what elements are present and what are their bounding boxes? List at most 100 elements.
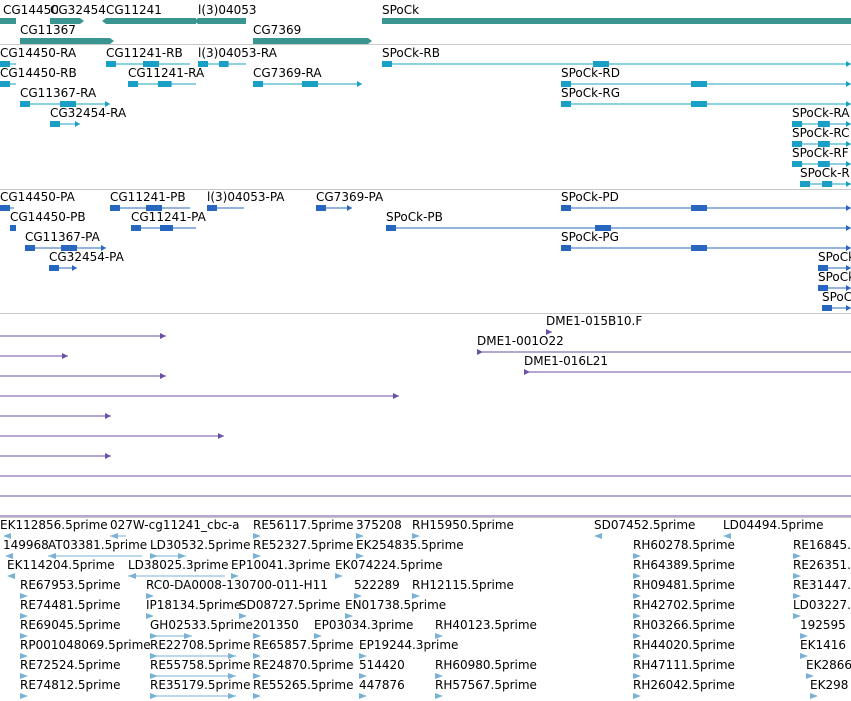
protein-feature[interactable]: SPoCk-PG	[561, 230, 851, 252]
est-feature[interactable]: RH09481.5prime	[633, 578, 735, 600]
protein-feature[interactable]: CG11241-PA	[131, 210, 206, 232]
transcript-feature[interactable]: SPoCk-RD	[561, 66, 851, 88]
est-feature[interactable]: RE52327.5prime	[253, 538, 354, 560]
transcript-feature[interactable]: CG7369-RA	[253, 66, 362, 88]
est-feature[interactable]: RH64389.5prime	[633, 558, 735, 580]
est-feature[interactable]: 375208	[356, 518, 402, 540]
clone-feature[interactable]: DME1-016L21	[524, 354, 851, 376]
clone-feature[interactable]	[0, 438, 111, 460]
est-feature[interactable]: RE24870.5prime	[253, 658, 354, 680]
est-feature[interactable]: EP19244.3prime	[359, 638, 458, 660]
transcript-feature[interactable]: CG14450-RA	[0, 46, 76, 68]
transcript-feature[interactable]: CG11367-RA	[20, 86, 110, 108]
gene-feature[interactable]: CG7369	[253, 23, 372, 45]
transcript-feature[interactable]: CG11241-RB	[106, 46, 190, 68]
est-feature[interactable]: RE16845.	[793, 538, 851, 560]
est-feature[interactable]: RP001048069.5prime	[20, 638, 151, 660]
est-feature[interactable]: EK114204.5prime	[7, 558, 115, 580]
protein-feature[interactable]: CG11367-PA	[25, 230, 106, 252]
est-feature[interactable]: RE56117.5prime	[253, 518, 354, 540]
est-feature[interactable]: LD38025.3prime	[128, 558, 229, 580]
protein-feature[interactable]: CG11241-PB	[110, 190, 190, 212]
est-feature[interactable]: EK298	[810, 678, 848, 700]
est-feature[interactable]: LD30532.5prime	[150, 538, 251, 560]
est-feature[interactable]: 027W-cg11241_cbc-a	[110, 518, 240, 540]
est-feature[interactable]: RE74481.5prime	[20, 598, 121, 620]
clone-feature[interactable]	[0, 498, 851, 520]
protein-feature[interactable]: SPoCk	[822, 290, 851, 312]
est-feature[interactable]: EK254835.5prime	[356, 538, 464, 560]
protein-feature[interactable]: l(3)04053-PA	[207, 190, 285, 212]
transcript-feature[interactable]: l(3)04053-RA	[198, 46, 277, 68]
transcript-feature[interactable]: CG11241-RA	[128, 66, 204, 88]
est-feature[interactable]: EK112856.5prime	[0, 518, 108, 540]
est-feature[interactable]: IP18134.5prime	[146, 598, 241, 620]
est-feature[interactable]: RH12115.5prime	[412, 578, 514, 600]
est-feature[interactable]: RH03266.5prime	[633, 618, 735, 640]
est-feature[interactable]: RH47111.5prime	[633, 658, 735, 680]
est-feature[interactable]: RE26351.	[793, 558, 851, 580]
est-feature[interactable]: RE31447.	[793, 578, 851, 600]
est-feature[interactable]: EP03034.3prime	[314, 618, 413, 640]
clone-feature[interactable]	[0, 418, 224, 440]
clone-feature[interactable]	[0, 338, 68, 360]
est-feature[interactable]: RE55758.5prime	[150, 658, 251, 680]
protein-feature[interactable]: CG32454-PA	[49, 250, 124, 272]
clone-feature[interactable]	[0, 358, 166, 380]
est-feature[interactable]: RE65857.5prime	[253, 638, 354, 660]
est-feature[interactable]: RE74812.5prime	[20, 678, 121, 700]
clone-feature[interactable]	[0, 458, 851, 480]
est-feature[interactable]: EK2866	[806, 658, 851, 680]
est-feature[interactable]: 192595	[800, 618, 846, 640]
transcript-feature[interactable]: SPoCk-R	[800, 166, 851, 188]
protein-feature[interactable]: CG14450-PB	[10, 210, 86, 232]
protein-feature[interactable]: SPoCk	[818, 270, 851, 292]
clone-feature[interactable]	[0, 398, 111, 420]
est-feature[interactable]: RH60980.5prime	[435, 658, 537, 680]
est-feature[interactable]: 447876	[359, 678, 405, 700]
protein-feature[interactable]: CG7369-PA	[316, 190, 383, 212]
protein-feature[interactable]: CG14450-PA	[0, 190, 75, 212]
transcript-feature[interactable]: SPoCk-RF	[792, 146, 851, 168]
est-feature[interactable]: 201350	[253, 618, 299, 640]
est-feature[interactable]: RE22708.5prime	[150, 638, 251, 660]
clone-feature[interactable]	[0, 378, 399, 400]
est-feature[interactable]: RE35179.5prime	[150, 678, 251, 700]
gene-feature[interactable]: SPoCk	[382, 3, 851, 25]
gene-feature[interactable]: CG14450	[0, 3, 59, 25]
transcript-feature[interactable]: SPoCk-RB	[382, 46, 851, 68]
est-feature[interactable]: RH26042.5prime	[633, 678, 735, 700]
clone-feature[interactable]	[0, 318, 166, 340]
est-feature[interactable]: LD03227.	[793, 598, 851, 620]
est-feature[interactable]: EK074224.5prime	[335, 558, 443, 580]
est-feature[interactable]: SD07452.5prime	[594, 518, 695, 540]
transcript-feature[interactable]: CG14450-RB	[0, 66, 77, 88]
est-feature[interactable]: RH15950.5prime	[412, 518, 514, 540]
clone-feature[interactable]: DME1-015B10.F	[546, 314, 642, 336]
gene-feature[interactable]: CG11241	[102, 3, 196, 25]
est-feature[interactable]: RE72524.5prime	[20, 658, 121, 680]
est-feature[interactable]: RH60278.5prime	[633, 538, 735, 560]
gene-feature[interactable]: CG11367	[20, 23, 114, 45]
est-feature[interactable]: RC0-DA0008-130700-011-H11	[146, 578, 328, 600]
est-feature[interactable]: SD08727.5prime	[239, 598, 340, 620]
est-feature[interactable]: LD04494.5prime	[723, 518, 824, 540]
transcript-feature[interactable]: SPoCk-RA	[792, 106, 851, 128]
est-feature[interactable]: 149968	[3, 538, 49, 560]
clone-feature[interactable]	[0, 478, 851, 500]
est-feature[interactable]: EN01738.5prime	[345, 598, 446, 620]
gene-feature[interactable]: CG32454	[50, 3, 106, 25]
est-feature[interactable]: RH42702.5prime	[633, 598, 735, 620]
est-feature[interactable]: RH40123.5prime	[435, 618, 537, 640]
est-feature[interactable]: 522289	[354, 578, 400, 600]
est-feature[interactable]: EP10041.3prime	[231, 558, 330, 580]
transcript-feature[interactable]: SPoCk-RC	[792, 126, 851, 148]
est-feature[interactable]: 514420	[359, 658, 405, 680]
gene-feature[interactable]: l(3)04053	[194, 3, 257, 25]
protein-feature[interactable]: SPoCk-PD	[561, 190, 851, 212]
protein-feature[interactable]: SPoCk-PB	[386, 210, 851, 232]
est-feature[interactable]: RH44020.5prime	[633, 638, 735, 660]
est-feature[interactable]: EK1416	[800, 638, 846, 660]
protein-feature[interactable]: SPoCk	[818, 250, 851, 272]
